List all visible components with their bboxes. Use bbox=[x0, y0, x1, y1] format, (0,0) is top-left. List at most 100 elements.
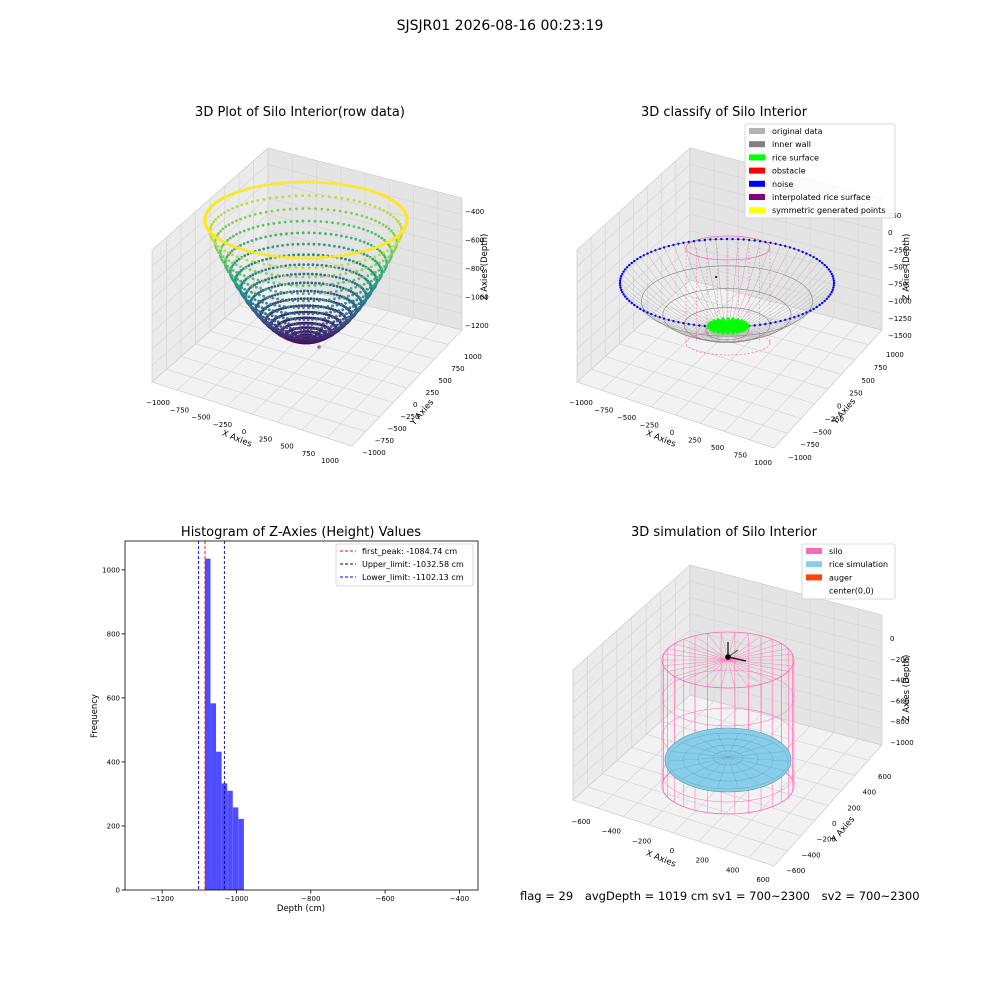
data-point bbox=[317, 345, 321, 349]
legend-label: interpolated rice surface bbox=[772, 193, 870, 202]
data-point bbox=[387, 260, 390, 264]
data-point bbox=[325, 220, 329, 224]
data-point bbox=[390, 229, 393, 233]
data-point bbox=[287, 194, 291, 198]
data-point bbox=[358, 239, 362, 243]
grid-line bbox=[576, 246, 883, 350]
noise-point bbox=[823, 299, 826, 303]
data-point bbox=[269, 289, 272, 292]
data-point bbox=[259, 287, 263, 290]
data-point bbox=[264, 316, 268, 320]
data-point bbox=[326, 325, 330, 329]
legend-label: Upper_limit: -1032.58 cm bbox=[362, 560, 464, 569]
z-axis-label: Z Axies (Depth) bbox=[480, 234, 490, 301]
data-point bbox=[378, 253, 381, 257]
data-point bbox=[247, 264, 251, 267]
silo-roof-line bbox=[727, 659, 762, 685]
data-point bbox=[382, 270, 386, 273]
data-point bbox=[287, 305, 291, 309]
noise-point bbox=[650, 250, 653, 254]
noise-point bbox=[642, 254, 645, 257]
data-point bbox=[309, 327, 313, 331]
data-point bbox=[358, 260, 362, 263]
noise-point bbox=[821, 261, 824, 265]
data-point bbox=[321, 181, 326, 185]
data-point bbox=[264, 272, 268, 275]
data-point bbox=[216, 245, 220, 248]
data-point bbox=[256, 225, 260, 228]
data-point bbox=[270, 209, 274, 213]
data-point bbox=[321, 265, 325, 269]
data-point bbox=[280, 310, 283, 314]
x-tick-label: −1200 bbox=[150, 895, 174, 903]
z-tick-label: −1000 bbox=[888, 298, 912, 306]
data-point bbox=[244, 277, 248, 281]
data-point bbox=[285, 317, 289, 320]
data-point bbox=[308, 304, 312, 308]
noise-point bbox=[692, 240, 696, 243]
data-point bbox=[326, 291, 330, 295]
data-point bbox=[321, 330, 325, 333]
data-point bbox=[259, 211, 262, 215]
data-point bbox=[363, 249, 367, 253]
data-point bbox=[331, 315, 334, 319]
data-point bbox=[325, 321, 329, 325]
data-point bbox=[301, 194, 305, 198]
noise-point bbox=[753, 239, 756, 242]
rice-mesh-line bbox=[727, 742, 775, 758]
data-point bbox=[243, 216, 247, 219]
data-point bbox=[228, 236, 232, 240]
data-point bbox=[350, 211, 353, 215]
chart-title: Histogram of Z-Axies (Height) Values bbox=[181, 525, 421, 540]
data-point bbox=[301, 292, 305, 295]
noise-point bbox=[764, 240, 767, 244]
data-point bbox=[363, 201, 367, 205]
data-point bbox=[314, 207, 317, 211]
data-point bbox=[328, 181, 332, 185]
data-point bbox=[383, 238, 386, 242]
data-point bbox=[290, 256, 294, 260]
noise-point bbox=[788, 246, 792, 249]
data-point bbox=[360, 268, 364, 272]
data-point bbox=[340, 321, 344, 325]
noise-point bbox=[628, 263, 631, 267]
data-point bbox=[235, 255, 239, 259]
noise-point bbox=[801, 312, 804, 316]
data-point bbox=[327, 195, 331, 199]
data-point bbox=[301, 266, 305, 270]
data-point bbox=[292, 253, 296, 257]
data-point bbox=[307, 180, 312, 184]
data-point bbox=[297, 256, 301, 260]
noise-point bbox=[812, 307, 815, 311]
rice-mesh-line bbox=[727, 751, 785, 758]
data-point bbox=[215, 248, 219, 252]
data-point bbox=[362, 299, 366, 303]
data-point bbox=[302, 318, 306, 321]
y-tick-label: 250 bbox=[426, 389, 439, 397]
data-point bbox=[296, 299, 300, 303]
data-point bbox=[289, 333, 293, 337]
rice-surface-point bbox=[716, 318, 720, 322]
noise-point bbox=[642, 309, 645, 312]
data-point bbox=[324, 332, 328, 336]
data-point bbox=[276, 244, 279, 248]
data-point bbox=[236, 246, 240, 250]
bowl-wire bbox=[620, 278, 728, 334]
data-point bbox=[250, 186, 255, 190]
silo-roof-line bbox=[663, 659, 729, 666]
data-point bbox=[334, 264, 338, 268]
rice-surface-point bbox=[740, 319, 744, 323]
x-tick-label: −750 bbox=[170, 406, 189, 414]
data-point bbox=[325, 283, 329, 286]
data-point bbox=[374, 219, 377, 223]
data-point bbox=[219, 213, 223, 217]
data-point bbox=[243, 287, 247, 291]
data-point bbox=[314, 194, 318, 198]
data-point bbox=[262, 288, 265, 292]
data-point bbox=[348, 184, 352, 188]
x-tick-label: −250 bbox=[640, 422, 659, 430]
data-point bbox=[270, 294, 274, 298]
y-axis-label: Y Axies bbox=[830, 396, 858, 427]
z-tick-label: 0 bbox=[888, 229, 892, 237]
data-point bbox=[316, 263, 319, 267]
